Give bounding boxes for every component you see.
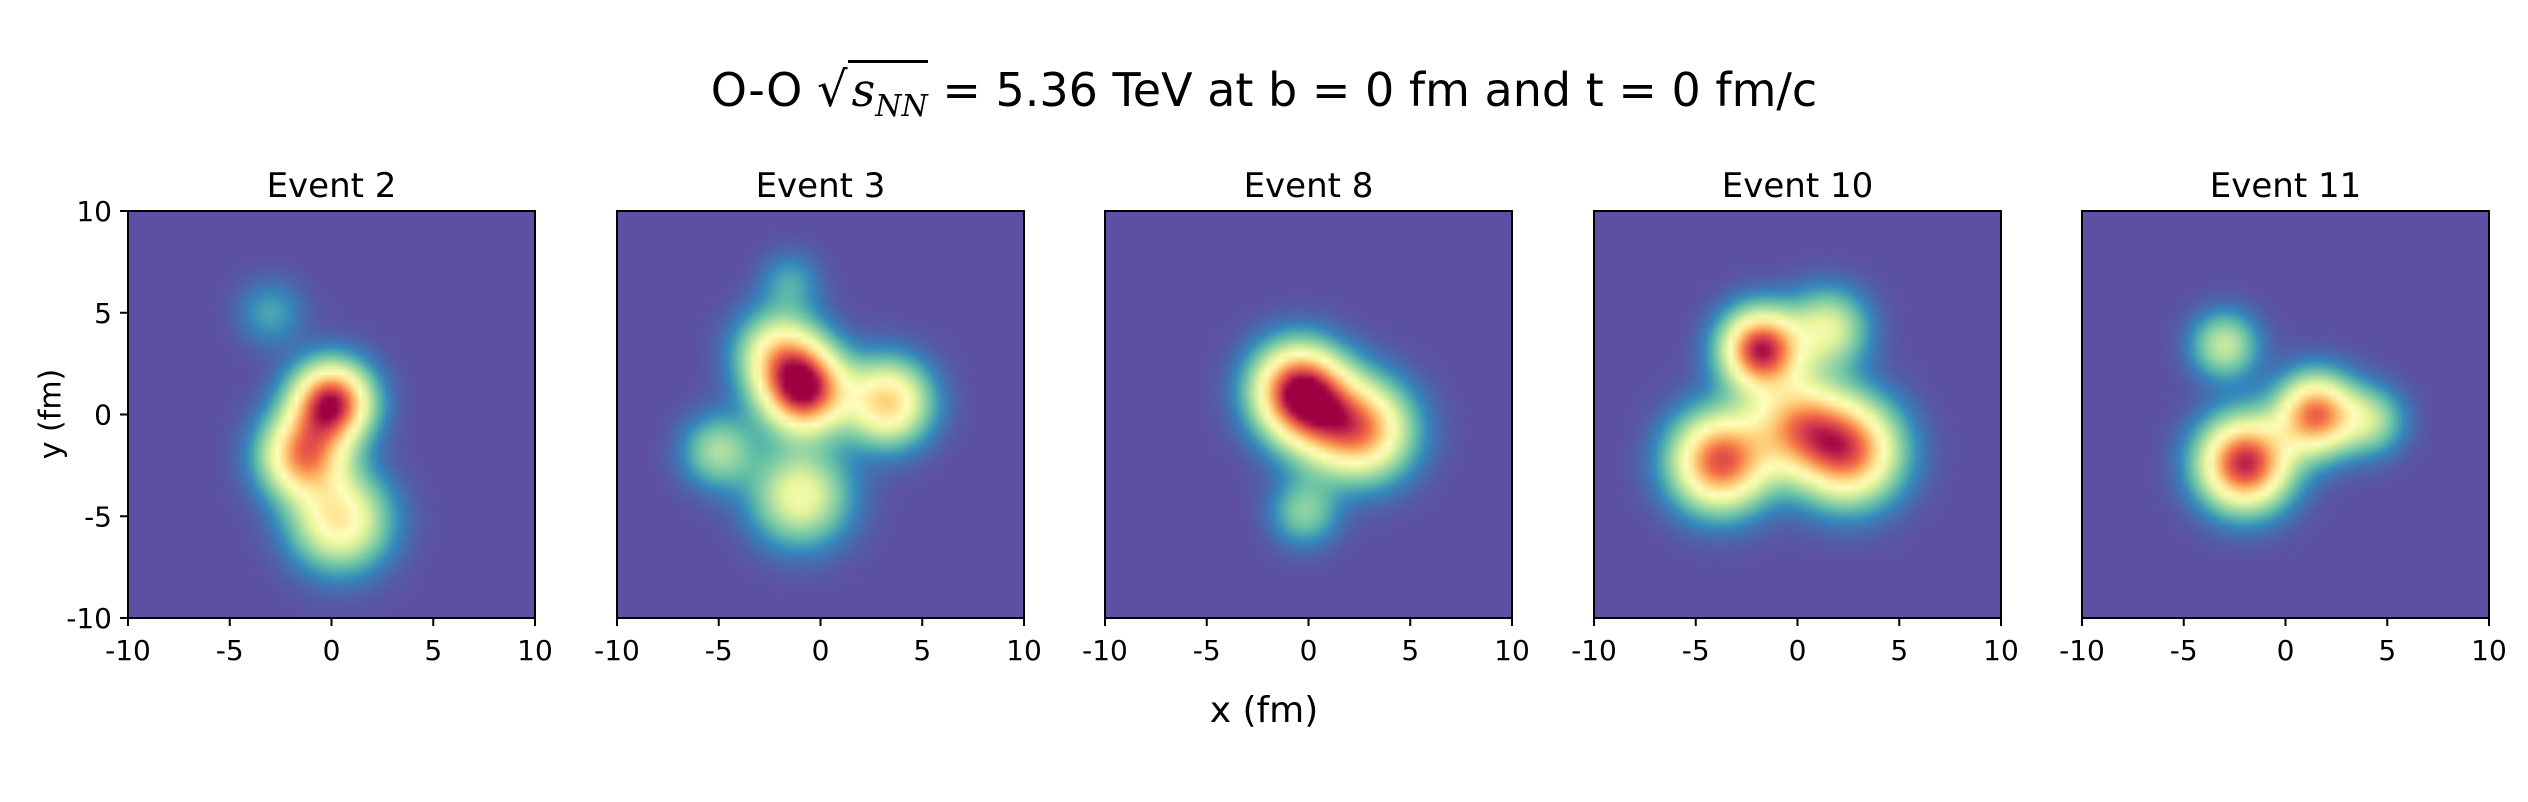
x-tick-label: -5 <box>2170 634 2198 667</box>
x-tick-label: 5 <box>424 634 442 667</box>
heatmap-image <box>1594 211 2001 618</box>
heatmap-image <box>1105 211 1512 618</box>
x-tick-label: 10 <box>1006 634 1042 667</box>
y-tick-label: -10 <box>66 602 112 635</box>
panel-title: Event 3 <box>756 166 886 206</box>
x-tick-label: -5 <box>1193 634 1221 667</box>
x-tick-label: 10 <box>517 634 553 667</box>
heatmap-image <box>617 211 1024 618</box>
x-tick-label: -5 <box>216 634 244 667</box>
panel-1: Event 2 -10 -5 0 5 10 -10 -5 0 5 10 <box>66 166 553 667</box>
suptitle-s-letter: s <box>851 63 876 117</box>
y-tick-label: 5 <box>94 297 112 330</box>
y-tick-label: -5 <box>84 500 112 533</box>
heatmap-image <box>2082 211 2489 618</box>
x-tick-label: -10 <box>105 634 151 667</box>
y-tick-label: 0 <box>94 399 112 432</box>
x-tick-label: -5 <box>1682 634 1710 667</box>
panel-3: Event 8 -10 -5 0 5 10 <box>1082 166 1530 667</box>
x-tick-label: 5 <box>1401 634 1419 667</box>
panel-5: Event 11 -10 -5 0 5 10 <box>2059 166 2507 667</box>
x-tick-label: 5 <box>913 634 931 667</box>
x-tick-label: 10 <box>1983 634 2019 667</box>
x-tick-label: 10 <box>2471 634 2507 667</box>
panel-4: Event 10 -10 -5 0 5 10 <box>1571 166 2019 667</box>
figure-suptitle: O-O √sNN = 5.36 TeV at b = 0 fm and t = … <box>0 60 2528 124</box>
suptitle-suffix: = 5.36 TeV at b = 0 fm and t = 0 fm/c <box>942 63 1818 117</box>
x-tick-label: 5 <box>2378 634 2396 667</box>
x-tick-label: 0 <box>2277 634 2295 667</box>
suptitle-prefix: O-O <box>710 63 803 117</box>
x-axis-label: x (fm) <box>1209 690 1319 731</box>
x-tick-label: -10 <box>1082 634 1128 667</box>
heatmap-image <box>128 211 535 618</box>
x-tick-label: 5 <box>1890 634 1908 667</box>
panel-title: Event 2 <box>267 166 397 206</box>
panel-title: Event 11 <box>2210 166 2361 206</box>
suptitle-s: sNN <box>847 60 928 124</box>
x-tick-label: -10 <box>1571 634 1617 667</box>
x-tick-label: -10 <box>2059 634 2105 667</box>
panel-title: Event 8 <box>1244 166 1374 206</box>
suptitle-sqrt-symbol: √ <box>816 62 848 118</box>
panel-2: Event 3 -10 -5 0 5 10 <box>594 166 1042 667</box>
suptitle-subscript: NN <box>875 89 928 125</box>
panel-title: Event 10 <box>1722 166 1873 206</box>
x-tick-label: 0 <box>323 634 341 667</box>
y-axis-label: y (fm) <box>33 368 69 460</box>
x-tick-label: 0 <box>1300 634 1318 667</box>
x-tick-label: -5 <box>705 634 733 667</box>
x-tick-label: -10 <box>594 634 640 667</box>
x-tick-label: 0 <box>812 634 830 667</box>
x-tick-label: 10 <box>1494 634 1530 667</box>
y-tick-label: 10 <box>76 195 112 228</box>
x-tick-label: 0 <box>1789 634 1807 667</box>
